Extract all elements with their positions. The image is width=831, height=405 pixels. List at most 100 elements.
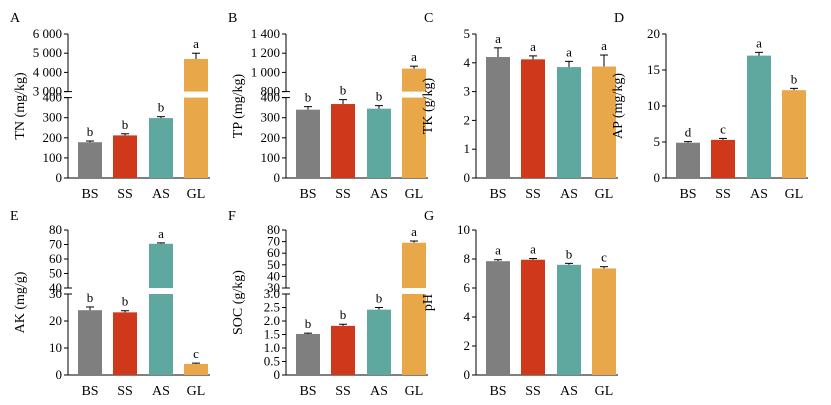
x-category-label: SS: [117, 187, 133, 202]
bar-gl: [184, 363, 208, 375]
panel-letter: B: [228, 11, 237, 26]
significance-label: a: [601, 38, 607, 53]
y-tick-label: 0: [274, 170, 281, 185]
y-tick-label: 1.0: [264, 340, 280, 355]
panel-d: D AP (mg/kg) 0 5 10 15 20 d BS c SS a AS b GL: [611, 11, 808, 202]
y-tick-label: 8: [464, 251, 471, 266]
x-category-label: SS: [525, 384, 541, 399]
y-tick-label: 10: [647, 98, 660, 113]
significance-label: a: [566, 44, 572, 59]
significance-label: a: [193, 36, 199, 51]
y-tick-label: 30: [267, 280, 280, 295]
x-category-label: GL: [187, 384, 206, 399]
x-category-label: SS: [715, 187, 731, 202]
y-tick-label: 1: [464, 141, 471, 156]
y-tick-label: 40: [267, 268, 280, 283]
x-category-label: SS: [117, 384, 133, 399]
y-tick-label: 60: [267, 245, 280, 260]
y-tick-label: 1 400: [251, 26, 280, 41]
y-tick-label: 2.0: [264, 313, 280, 328]
y-tick-label: 4: [464, 55, 471, 70]
bar-as: [557, 67, 581, 178]
y-tick-label: 10: [457, 222, 470, 237]
bar-gl: [592, 66, 616, 178]
x-category-label: GL: [785, 187, 804, 202]
bar-bs: [486, 57, 510, 178]
significance-label: c: [720, 121, 726, 136]
bar-gl-lower: [184, 97, 208, 178]
x-category-label: BS: [299, 384, 316, 399]
y-tick-label: 200: [43, 130, 63, 145]
bar-ss: [331, 104, 355, 178]
y-axis-title: pH: [421, 294, 436, 311]
x-category-label: GL: [595, 384, 614, 399]
x-category-label: SS: [335, 384, 351, 399]
y-tick-label: 50: [49, 266, 62, 281]
y-tick-label: 100: [43, 150, 63, 165]
x-category-label: AS: [370, 187, 388, 202]
y-tick-label: 0: [464, 170, 471, 185]
bar-gl: [782, 90, 806, 178]
bar-as-upper: [149, 243, 173, 288]
panel-c: C TK (g/kg) 0 1 2 3 4 5 a BS a SS a AS a GL: [421, 11, 618, 202]
y-tick-label: 0: [274, 367, 281, 382]
x-category-label: AS: [152, 187, 170, 202]
panel-g: GpH 0 2 4 6 8 10 a BS a SS b AS c GL: [421, 209, 618, 399]
bar-ss: [521, 59, 545, 178]
x-category-label: AS: [370, 384, 388, 399]
y-tick-label: 6 000: [33, 26, 62, 41]
y-tick-label: 30: [49, 286, 62, 301]
bar-gl-lower: [402, 294, 426, 375]
y-tick-label: 6: [464, 280, 471, 295]
significance-label: a: [530, 39, 536, 54]
y-tick-label: 2: [464, 338, 471, 353]
bar-ss: [711, 139, 735, 178]
x-category-label: BS: [679, 187, 696, 202]
x-category-label: SS: [525, 187, 541, 202]
panel-letter: E: [10, 209, 19, 224]
x-category-label: BS: [489, 187, 506, 202]
significance-label: b: [87, 290, 94, 305]
significance-label: a: [158, 226, 164, 241]
y-tick-label: 80: [267, 222, 280, 237]
y-tick-label: 400: [261, 90, 281, 105]
y-tick-label: 20: [647, 26, 660, 41]
x-category-label: AS: [750, 187, 768, 202]
bar-gl-upper: [184, 58, 208, 92]
y-axis-title: TK (g/kg): [421, 77, 436, 134]
significance-label: b: [340, 307, 347, 322]
bar-ss: [521, 259, 545, 375]
significance-label: b: [376, 291, 383, 306]
significance-label: b: [791, 71, 798, 86]
y-tick-label: 40: [49, 280, 62, 295]
bar-ss: [113, 135, 137, 178]
y-tick-label: 0: [56, 367, 63, 382]
y-tick-label: 400: [43, 90, 63, 105]
x-category-label: GL: [595, 187, 614, 202]
y-axis-title: SOC (g/kg): [231, 270, 246, 335]
x-category-label: GL: [187, 187, 206, 202]
y-tick-label: 3: [464, 84, 471, 99]
y-tick-label: 80: [49, 222, 62, 237]
y-tick-label: 300: [43, 110, 63, 125]
y-tick-label: 0: [464, 367, 471, 382]
y-tick-label: 5: [654, 134, 661, 149]
significance-label: b: [305, 316, 312, 331]
significance-label: b: [376, 89, 383, 104]
x-category-label: AS: [560, 384, 578, 399]
y-tick-label: 5 000: [33, 45, 62, 60]
y-tick-label: 3 000: [33, 84, 62, 99]
x-category-label: BS: [81, 187, 98, 202]
y-tick-label: 5: [464, 26, 471, 41]
y-tick-label: 0: [654, 170, 661, 185]
x-category-label: GL: [405, 384, 424, 399]
panel-letter: G: [424, 209, 434, 224]
bar-gl: [592, 268, 616, 375]
significance-label: b: [566, 246, 573, 261]
significance-label: a: [411, 224, 417, 239]
panel-letter: D: [614, 11, 624, 26]
x-category-label: AS: [560, 187, 578, 202]
y-tick-label: 50: [267, 257, 280, 272]
